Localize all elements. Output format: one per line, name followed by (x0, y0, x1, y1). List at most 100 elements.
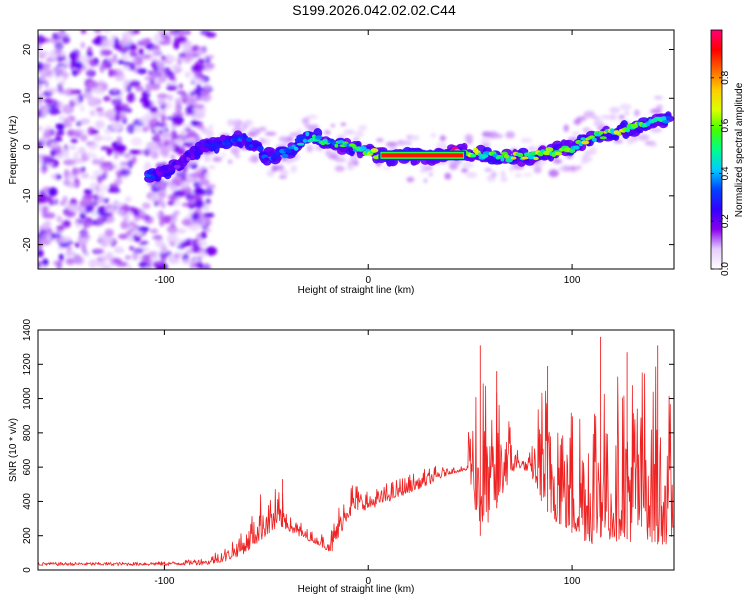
ridge-core (616, 131, 622, 136)
colorbar-ticks: 0.0 0.2 0.4 0.6 0.8 (711, 70, 731, 276)
spectrogram-blob (464, 133, 474, 142)
spectrogram-blob (205, 54, 215, 60)
spectrogram-blob (73, 128, 83, 138)
spectrogram-blob (185, 71, 190, 79)
spectrogram-blob (306, 144, 313, 153)
snr-y-label: SNR (10 * v/v) (8, 418, 19, 482)
spectrogram-blob (56, 123, 65, 131)
spectrogram-blob (168, 70, 175, 81)
spectrogram-blob (160, 113, 166, 123)
ridge-core (216, 140, 223, 144)
spectrogram-blob (120, 104, 128, 109)
spectrogram-blob (96, 216, 103, 225)
spectrogram-blob (411, 135, 420, 141)
spectrogram-blob (144, 76, 154, 81)
spectrogram-blob (174, 105, 179, 112)
spectrogram-blob (234, 153, 241, 159)
spectrogram-blob (104, 128, 112, 135)
spectrogram-blob (197, 235, 202, 245)
spectrogram-blob (63, 178, 71, 186)
spectrogram-blob (113, 246, 125, 254)
ridge-core (291, 144, 296, 148)
spectrogram-blob (200, 90, 208, 96)
spectrogram-blob (160, 55, 166, 61)
snr-series (38, 366, 674, 567)
spectrogram-blob (205, 198, 211, 205)
spectrogram-blob (166, 224, 178, 234)
spectrogram-blob (126, 84, 132, 93)
spectrogram-blob (80, 41, 85, 49)
spectrogram-blob (52, 260, 64, 266)
spectrogram-blob (248, 157, 255, 162)
spectrogram-blob (176, 90, 186, 95)
spectrogram-blob (83, 188, 93, 195)
spectrogram-blob (145, 82, 152, 93)
ridge-core (196, 149, 203, 155)
spectrogram-blob (169, 194, 177, 202)
spectrogram-blob (111, 69, 117, 77)
spectrogram-blob (78, 219, 89, 224)
spectrogram-blob (569, 165, 577, 171)
spectrogram-blob (592, 116, 600, 120)
spectrogram-blob (38, 109, 42, 118)
spectrogram-blob (194, 257, 199, 263)
spectrogram-blob (286, 158, 297, 162)
spectrogram-blob (194, 199, 205, 209)
spectrogram-blob (278, 136, 289, 143)
spectrogram-blob (80, 30, 87, 34)
spectrogram-blob (140, 41, 150, 47)
spectrogram-blob (208, 124, 213, 131)
spectrogram-blob (112, 88, 119, 93)
spectrogram-blob (349, 155, 356, 161)
spectrogram-blob (191, 243, 200, 253)
figure-title: S199.2026.042.02.02.C44 (292, 2, 456, 18)
spectrogram-blob (104, 228, 115, 237)
spectrogram-blob (509, 165, 514, 173)
spectrogram-blob (124, 196, 132, 203)
spectrogram-blob (202, 212, 215, 218)
spectrogram-blob (491, 171, 497, 178)
spectrogram-blob (208, 249, 214, 255)
spectrogram-blob (124, 255, 132, 260)
spectrogram-blob (138, 48, 145, 56)
spectrogram-blob (123, 153, 132, 159)
spectrogram-blob (113, 178, 123, 185)
spectrogram-blob (85, 56, 90, 63)
spectrogram-blob (204, 187, 214, 196)
spectrogram-blob (548, 169, 559, 178)
ridge-core (245, 137, 253, 142)
spectrogram-blob (50, 150, 57, 158)
spectrogram-blob (87, 140, 99, 150)
spectrogram-blob (138, 261, 148, 268)
spectrogram-blob (593, 120, 604, 127)
spectrogram-blob (63, 70, 68, 80)
spectrogram-blob (150, 150, 159, 160)
spectrogram-blob (81, 65, 87, 71)
spectrogram-blob (126, 123, 136, 134)
spectrogram-blob (166, 85, 178, 91)
spectrogram-blob (110, 121, 122, 131)
x-tick-label: 0 (365, 576, 371, 587)
spectrogram-blob (181, 99, 188, 104)
spectrogram-blob (80, 198, 92, 207)
ridge-core (591, 137, 597, 142)
spectrogram-blob (101, 263, 112, 269)
spectrogram-blob (199, 166, 207, 171)
spectrogram-blob (172, 118, 184, 127)
spectrogram-blob (376, 138, 384, 143)
spectrogram-blob (304, 124, 313, 128)
ridge-core (146, 169, 154, 175)
spectrogram-blob (171, 176, 183, 183)
spectrogram-blob (38, 100, 41, 107)
spectrogram-blob (202, 263, 211, 269)
spectrogram-blob (38, 83, 42, 92)
spectrogram-blob (62, 195, 68, 204)
spectrogram-blob (63, 88, 76, 96)
spectrogram-blob (154, 77, 159, 85)
spectrogram-blob (125, 212, 133, 217)
spectrogram-blob (91, 159, 104, 165)
spectrogram-blob (106, 208, 117, 213)
spectrogram-blob (634, 109, 640, 117)
spectrogram-blob (93, 193, 99, 201)
